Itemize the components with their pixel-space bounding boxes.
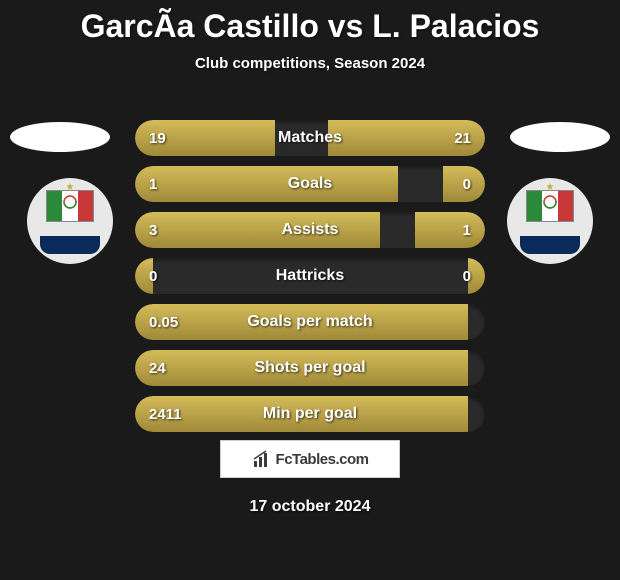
stat-value-right: 0 bbox=[463, 258, 471, 294]
logo-text: FcTables.com bbox=[276, 451, 369, 468]
stat-row: 1921Matches bbox=[135, 120, 485, 156]
stat-value-right: 21 bbox=[454, 120, 471, 156]
stat-bar-left bbox=[135, 212, 380, 248]
player-avatar-left bbox=[10, 122, 110, 152]
stat-bar-right bbox=[415, 212, 485, 248]
stat-value-right: 0 bbox=[463, 166, 471, 202]
stat-value-left: 19 bbox=[149, 120, 166, 156]
stat-row: 0.05Goals per match bbox=[135, 304, 485, 340]
stat-bar-left bbox=[135, 166, 398, 202]
stat-value-left: 3 bbox=[149, 212, 157, 248]
badge-banner: ★★★★★ bbox=[40, 236, 100, 254]
stat-row: 0 0Hattricks bbox=[135, 258, 485, 294]
club-badge-left: ★ ★★★★★ bbox=[27, 178, 113, 264]
stat-bar-left bbox=[135, 396, 468, 432]
player-avatar-right bbox=[510, 122, 610, 152]
flag-icon bbox=[46, 190, 94, 222]
stat-bar-left bbox=[135, 304, 468, 340]
page-title: GarcÃ­a Castillo vs L. Palacios bbox=[0, 0, 620, 45]
page-subtitle: Club competitions, Season 2024 bbox=[0, 55, 620, 72]
stat-value-left: 0 bbox=[149, 258, 157, 294]
chart-icon bbox=[252, 449, 272, 469]
stats-container: 1921Matches10Goals31Assists00Hattricks0.… bbox=[135, 120, 485, 442]
generation-date: 17 october 2024 bbox=[0, 498, 620, 516]
stat-label: Hattricks bbox=[135, 258, 485, 294]
flag-icon bbox=[526, 190, 574, 222]
stat-bar-left bbox=[135, 350, 468, 386]
stat-value-left: 2411 bbox=[149, 396, 182, 432]
stat-row: 31Assists bbox=[135, 212, 485, 248]
badge-banner: ★★★★★ bbox=[520, 236, 580, 254]
stat-value-right: 1 bbox=[463, 212, 471, 248]
fctables-logo[interactable]: FcTables.com bbox=[220, 440, 400, 478]
stat-value-left: 0.05 bbox=[149, 304, 178, 340]
stat-row: 10Goals bbox=[135, 166, 485, 202]
stat-value-left: 1 bbox=[149, 166, 157, 202]
stat-value-left: 24 bbox=[149, 350, 166, 386]
stat-row: 2411Min per goal bbox=[135, 396, 485, 432]
stat-row: 24Shots per goal bbox=[135, 350, 485, 386]
club-badge-right: ★ ★★★★★ bbox=[507, 178, 593, 264]
